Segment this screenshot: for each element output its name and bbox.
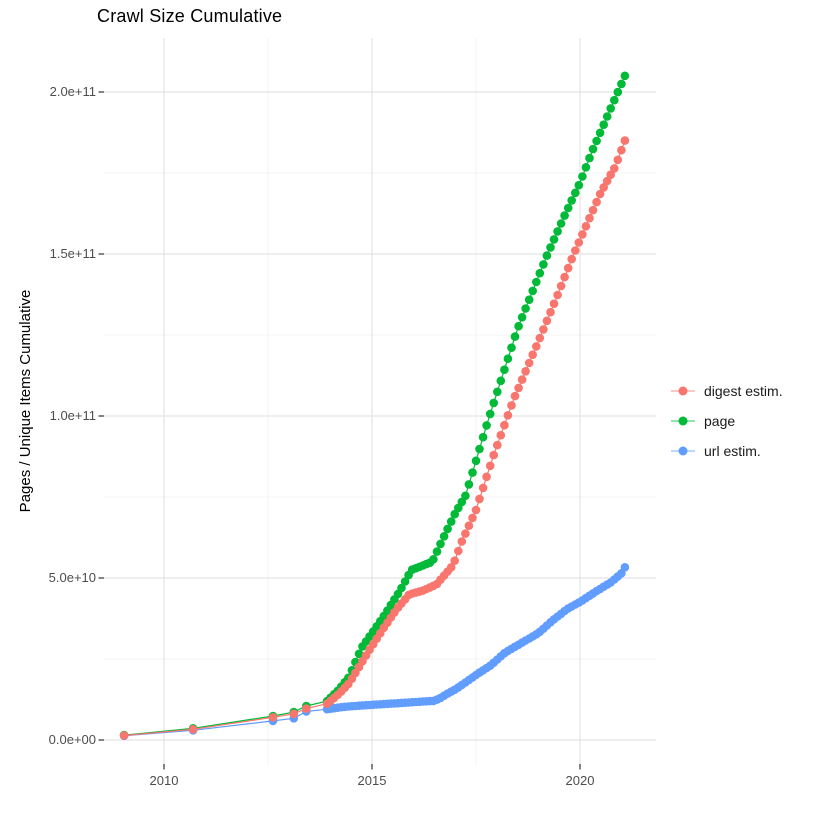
legend-label: page: [704, 413, 736, 429]
chart-title: Crawl Size Cumulative: [97, 6, 283, 26]
x-tick-label: 2015: [357, 773, 387, 788]
legend: digest estim. page url estim.: [670, 380, 783, 462]
legend-key-digest-icon: [671, 386, 695, 396]
x-tick-label: 2010: [149, 773, 179, 788]
legend-item-url-estim: url estim.: [670, 440, 783, 462]
legend-item-digest-estim: digest estim.: [670, 380, 783, 402]
y-tick-label: 1.5e+11: [49, 246, 96, 261]
y-tick-label: 0.0e+00: [48, 732, 96, 747]
legend-key-page-icon: [671, 416, 695, 426]
legend-label: url estim.: [704, 443, 761, 459]
x-tick-label: 2020: [565, 773, 595, 788]
y-tick-label: 2.0e+11: [49, 84, 96, 99]
y-tick-label: 5.0e+10: [48, 570, 96, 585]
legend-key-url-icon: [671, 446, 695, 456]
y-tick-label: 1.0e+11: [49, 408, 96, 423]
legend-item-page: page: [670, 410, 783, 432]
legend-label: digest estim.: [704, 383, 783, 399]
